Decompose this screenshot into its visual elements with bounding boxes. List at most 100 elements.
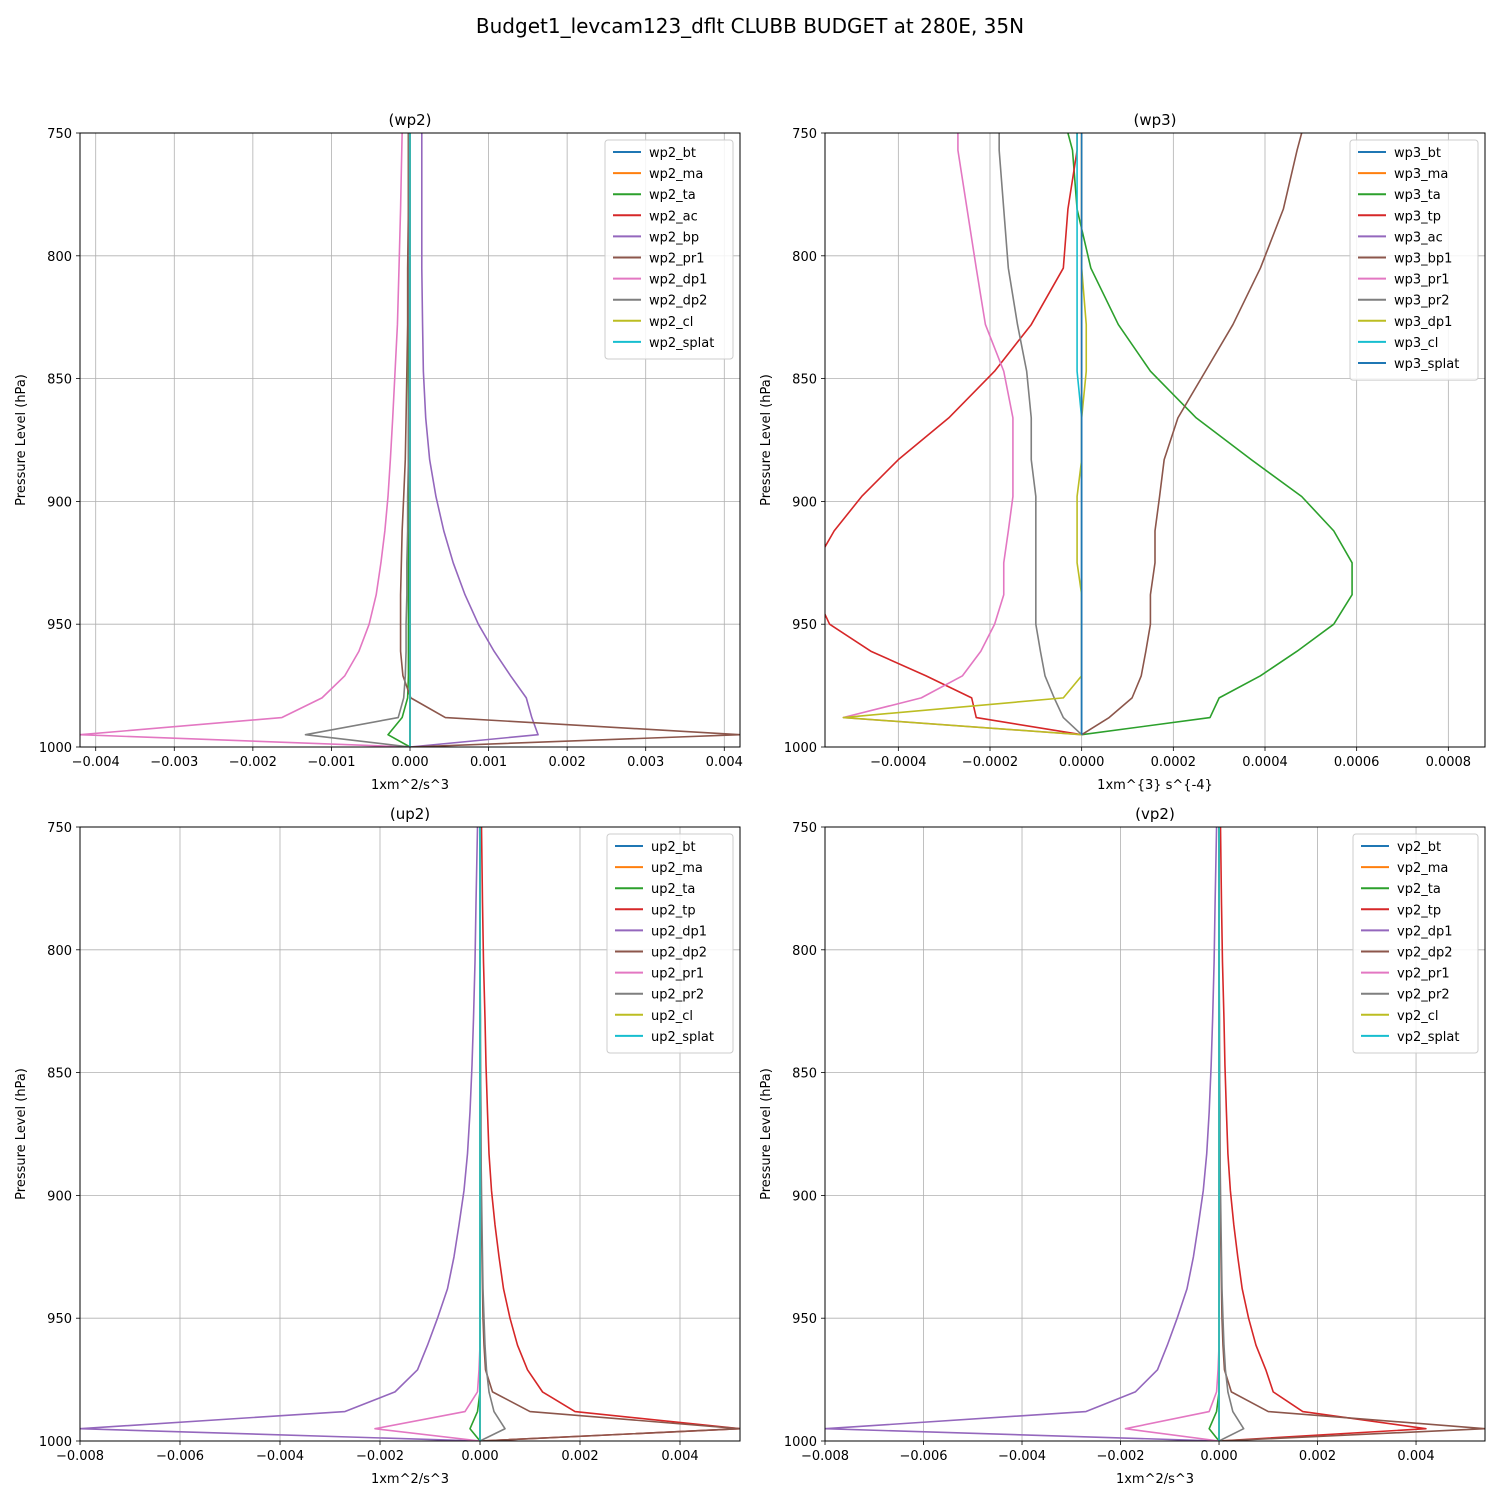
series-line-wp3_bp1 bbox=[1081, 133, 1303, 736]
x-tick-label: 0.001 bbox=[470, 755, 507, 770]
x-tick-label: −0.004 bbox=[72, 755, 120, 770]
legend-entry-label: up2_ma bbox=[651, 861, 703, 876]
x-axis-label: 1xm^{3} s^{-4} bbox=[1097, 778, 1213, 793]
y-tick-label: 800 bbox=[792, 250, 817, 265]
chart-panel-1: −0.004 −0.003 −0.002 −0.001 0.000 0.001 0.002 0… bbox=[14, 111, 743, 793]
series-line-up2_tp bbox=[479, 827, 740, 1441]
x-tick-label: 0.000 bbox=[391, 755, 428, 770]
legend-entry-label: wp3_dp1 bbox=[1394, 315, 1452, 330]
legend-entry-label: wp3_pr2 bbox=[1394, 294, 1450, 309]
legend: wp2_bt wp2_ma wp2_ta wp2_ac wp2_bp wp2_pr1 wp2… bbox=[604, 139, 734, 360]
y-tick-label: 750 bbox=[792, 821, 817, 836]
y-tick-label: 950 bbox=[47, 1312, 72, 1327]
series-group bbox=[825, 133, 1353, 736]
x-tick-label: 0.000 bbox=[1200, 1449, 1237, 1464]
y-tick-label: 950 bbox=[47, 618, 72, 633]
y-tick-label: 850 bbox=[47, 373, 72, 388]
legend-entry-label: vp2_ta bbox=[1397, 882, 1441, 897]
series-line-wp2_bp bbox=[409, 133, 539, 747]
legend-entry-label: vp2_cl bbox=[1397, 1009, 1438, 1024]
legend-entry-label: wp2_dp2 bbox=[649, 294, 707, 309]
x-tick-label: −0.002 bbox=[1096, 1449, 1144, 1464]
legend-entry-label: wp2_ac bbox=[649, 209, 698, 224]
y-axis-label: Pressure Level (hPa) bbox=[14, 1068, 29, 1200]
series-line-vp2_pr1 bbox=[1124, 827, 1220, 1441]
axes-frame bbox=[79, 826, 741, 1442]
chart-panel-2: −0.0004 −0.0002 0.0000 0.0002 0.0004 0.0006 0.… bbox=[759, 111, 1486, 793]
y-tick-label: 1000 bbox=[39, 741, 72, 756]
legend-entry-label: vp2_splat bbox=[1397, 1030, 1459, 1045]
x-tick-label: −0.004 bbox=[256, 1449, 304, 1464]
y-axis-label: Pressure Level (hPa) bbox=[759, 1068, 774, 1200]
legend-entry-label: wp2_ta bbox=[649, 188, 696, 203]
figure-title: Budget1_levcam123_dflt CLUBB BUDGET at 2… bbox=[475, 14, 1025, 38]
x-tick-label: 0.003 bbox=[627, 755, 664, 770]
legend-entry-label: up2_pr1 bbox=[651, 967, 704, 982]
legend-entry-label: vp2_ma bbox=[1397, 861, 1448, 876]
y-tick-label: 900 bbox=[792, 1189, 817, 1204]
legend-entry-label: vp2_dp2 bbox=[1397, 946, 1453, 961]
x-tick-label: 0.004 bbox=[661, 1449, 698, 1464]
y-tick-label: 1000 bbox=[39, 1435, 72, 1450]
y-tick-label: 950 bbox=[792, 618, 817, 633]
x-tick-label: −0.002 bbox=[229, 755, 277, 770]
x-tick-label: −0.0002 bbox=[962, 755, 1018, 770]
x-tick-label: 0.0008 bbox=[1426, 755, 1472, 770]
legend-entry-label: wp2_bp bbox=[649, 230, 699, 245]
y-axis-label: Pressure Level (hPa) bbox=[759, 374, 774, 506]
legend-entry-label: vp2_tp bbox=[1397, 903, 1441, 918]
x-axis-label: 1xm^2/s^3 bbox=[371, 1472, 449, 1487]
legend-entry-label: up2_bt bbox=[651, 840, 696, 855]
legend-entry-label: up2_tp bbox=[651, 903, 696, 918]
x-axis-label: 1xm^2/s^3 bbox=[1116, 1472, 1194, 1487]
x-tick-label: −0.008 bbox=[56, 1449, 104, 1464]
y-tick-label: 800 bbox=[47, 250, 72, 265]
x-tick-label: 0.0006 bbox=[1334, 755, 1380, 770]
series-line-up2_pr1 bbox=[374, 827, 481, 1441]
legend-entry-label: up2_ta bbox=[651, 882, 695, 897]
legend-entry-label: wp2_dp1 bbox=[649, 273, 707, 288]
legend-entry-label: wp3_bt bbox=[1394, 146, 1441, 161]
y-axis-label: Pressure Level (hPa) bbox=[14, 374, 29, 506]
series-line-wp2_dp1 bbox=[80, 133, 411, 747]
x-tick-label: 0.004 bbox=[1397, 1449, 1434, 1464]
x-tick-label: −0.002 bbox=[356, 1449, 404, 1464]
y-tick-label: 750 bbox=[792, 127, 817, 142]
legend-entry-label: vp2_pr1 bbox=[1397, 967, 1450, 982]
series-line-wp3_tp bbox=[825, 133, 1082, 736]
series-line-wp3_dp1 bbox=[842, 133, 1088, 736]
legend-entry-label: wp3_bp1 bbox=[1394, 252, 1452, 267]
legend-entry-label: wp2_splat bbox=[649, 336, 714, 351]
legend-entry-label: wp2_bt bbox=[649, 146, 696, 161]
legend-entry-label: vp2_bt bbox=[1397, 840, 1441, 855]
y-tick-label: 800 bbox=[792, 944, 817, 959]
legend: vp2_bt vp2_ma vp2_ta vp2_tp vp2_dp1 vp2_dp2vp… bbox=[1352, 833, 1479, 1054]
axes-frame bbox=[824, 826, 1486, 1442]
series-group bbox=[825, 827, 1485, 1441]
x-tick-label: −0.006 bbox=[156, 1449, 204, 1464]
series-line-wp2_dp2 bbox=[304, 133, 411, 747]
legend-entry-label: wp3_ac bbox=[1394, 230, 1443, 245]
x-tick-label: −0.008 bbox=[801, 1449, 849, 1464]
axes-frame bbox=[824, 132, 1486, 748]
y-tick-label: 950 bbox=[792, 1312, 817, 1327]
legend-entry-label: wp3_ma bbox=[1394, 167, 1448, 182]
legend-entry-label: wp3_tp bbox=[1394, 209, 1441, 224]
x-tick-label: 0.004 bbox=[706, 755, 743, 770]
legend: wp3_bt wp3_ma wp3_ta wp3_tp wp3_ac wp3_bp1 wp3… bbox=[1349, 139, 1479, 381]
legend-entry-label: up2_cl bbox=[651, 1009, 693, 1024]
y-tick-label: 1000 bbox=[784, 741, 817, 756]
chart-title: (wp3) bbox=[1133, 111, 1176, 129]
x-axis-label: 1xm^2/s^3 bbox=[371, 778, 449, 793]
chart-panel-4: −0.008 −0.006 −0.004 −0.002 0.000 0.002 0.004 7… bbox=[759, 805, 1486, 1487]
legend-entry-label: up2_dp2 bbox=[651, 946, 707, 961]
series-group bbox=[80, 133, 740, 747]
series-line-vp2_dp1 bbox=[825, 827, 1220, 1441]
x-tick-label: 0.0002 bbox=[1151, 755, 1197, 770]
legend-entry-label: wp2_pr1 bbox=[649, 252, 705, 267]
legend-entry-label: vp2_pr2 bbox=[1397, 988, 1450, 1003]
legend: up2_bt up2_ma up2_ta up2_tp up2_dp1 up2_dp2up… bbox=[606, 833, 734, 1054]
series-line-wp3_ta bbox=[1067, 133, 1353, 736]
legend-entry-label: wp2_cl bbox=[649, 315, 693, 330]
x-tick-label: 0.000 bbox=[461, 1449, 498, 1464]
